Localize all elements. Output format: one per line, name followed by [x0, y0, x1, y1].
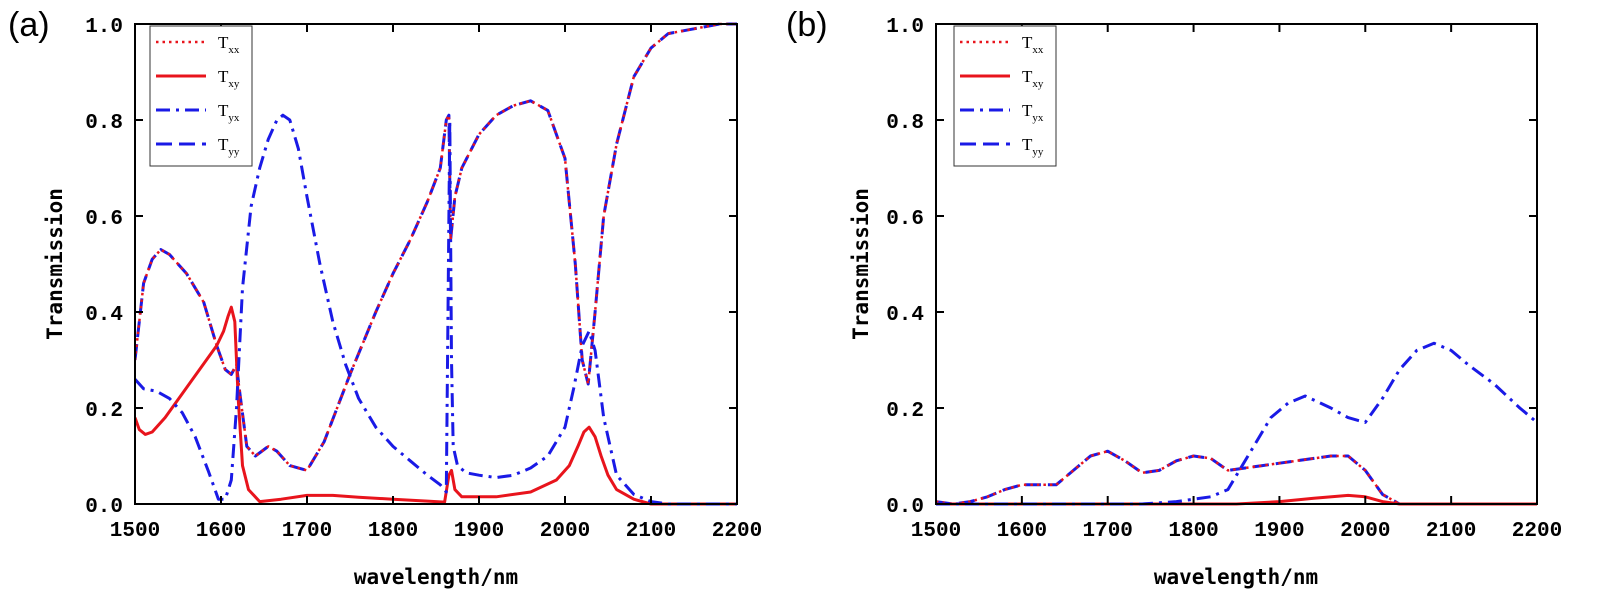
legend-label-main: T — [1022, 33, 1033, 52]
y-tick-label: 1.0 — [886, 16, 924, 39]
legend-label-sub: xx — [1032, 44, 1044, 56]
y-tick-label: 0.6 — [886, 208, 924, 231]
series-group — [135, 22, 737, 506]
legend-label-main: T — [218, 33, 229, 52]
plot-frame — [134, 23, 738, 505]
plot-frame — [935, 23, 1538, 505]
legend-label-yx: Tyx — [218, 101, 240, 124]
x-tick-label: 2000 — [1340, 520, 1390, 543]
x-tick-label: 2200 — [712, 520, 762, 543]
series-line-txy — [135, 305, 737, 506]
series-line-tyx — [135, 113, 737, 506]
x-axis-label: wavelength/nm — [1154, 565, 1318, 589]
legend-label-sub: yy — [228, 146, 240, 158]
y-tick-label: 0.4 — [886, 304, 924, 327]
legend-label-sub: xy — [228, 78, 240, 90]
panel-label: (b) — [786, 6, 828, 44]
chart-panel-a: (a) 1500 1600 1700 1800 1900 2000 2100 2200 0.0 0.… — [8, 6, 762, 589]
legend-label-sub: xx — [228, 44, 240, 56]
legend-label-main: T — [218, 67, 229, 86]
x-tick-label: 1800 — [1168, 520, 1218, 543]
legend-label-yx: Tyx — [1022, 101, 1044, 124]
x-tick-label: 2100 — [1426, 520, 1476, 543]
legend-label-sub: xy — [1032, 78, 1044, 90]
legend-label-main: T — [218, 135, 229, 154]
x-tick-label: 1600 — [997, 520, 1047, 543]
y-tick-label: 0.6 — [85, 208, 123, 231]
legend-label-yy: Tyy — [218, 135, 240, 158]
legend-label-xy: Txy — [218, 67, 240, 90]
x-tick-label: 1900 — [454, 520, 504, 543]
x-tick-label: 1500 — [911, 520, 961, 543]
y-tick-label: 0.8 — [85, 112, 123, 135]
y-tick-label: 0.2 — [886, 400, 924, 423]
x-tick-label: 1600 — [196, 520, 246, 543]
y-tick-label: 0.2 — [85, 400, 123, 423]
x-tick-label: 1500 — [110, 520, 160, 543]
legend-label-main: T — [218, 101, 229, 120]
legend-label-sub: yx — [1032, 112, 1044, 124]
y-tick-label: 0.0 — [85, 496, 123, 519]
series-line-tyy — [936, 449, 1537, 506]
x-axis-label: wavelength/nm — [354, 565, 518, 589]
x-tick-label: 1800 — [368, 520, 418, 543]
y-tick-label: 1.0 — [85, 16, 123, 39]
y-axis-label: Transmission — [43, 188, 67, 340]
series-line-txx — [936, 449, 1537, 506]
x-tick-label: 1700 — [1083, 520, 1133, 543]
x-tick-label: 1700 — [282, 520, 332, 543]
x-tick-label: 2100 — [626, 520, 676, 543]
legend-label-main: T — [1022, 135, 1033, 154]
y-axis-label: Transmission — [849, 188, 873, 340]
x-tick-label: 1900 — [1254, 520, 1304, 543]
y-tick-label: 0.4 — [85, 304, 123, 327]
x-tick-label: 2200 — [1512, 520, 1562, 543]
legend-label-sub: yy — [1032, 146, 1044, 158]
legend-label-xx: Txx — [1022, 33, 1044, 56]
legend-label-xy: Txy — [1022, 67, 1044, 90]
series-line-txx — [135, 22, 737, 472]
legend-label-yy: Tyy — [1022, 135, 1044, 158]
series-group — [936, 341, 1537, 506]
panel-label: (a) — [8, 6, 50, 44]
legend-label-xx: Txx — [218, 33, 240, 56]
legend-label-main: T — [1022, 67, 1033, 86]
chart-panel-b: (b) 1500 1600 1700 1800 1900 2000 2100 2200 0.0 0.… — [786, 6, 1562, 589]
legend-label-sub: yx — [228, 112, 240, 124]
legend-label-main: T — [1022, 101, 1033, 120]
series-line-tyx — [936, 341, 1537, 506]
y-tick-label: 0.8 — [886, 112, 924, 135]
y-tick-label: 0.0 — [886, 496, 924, 519]
x-tick-label: 2000 — [540, 520, 590, 543]
